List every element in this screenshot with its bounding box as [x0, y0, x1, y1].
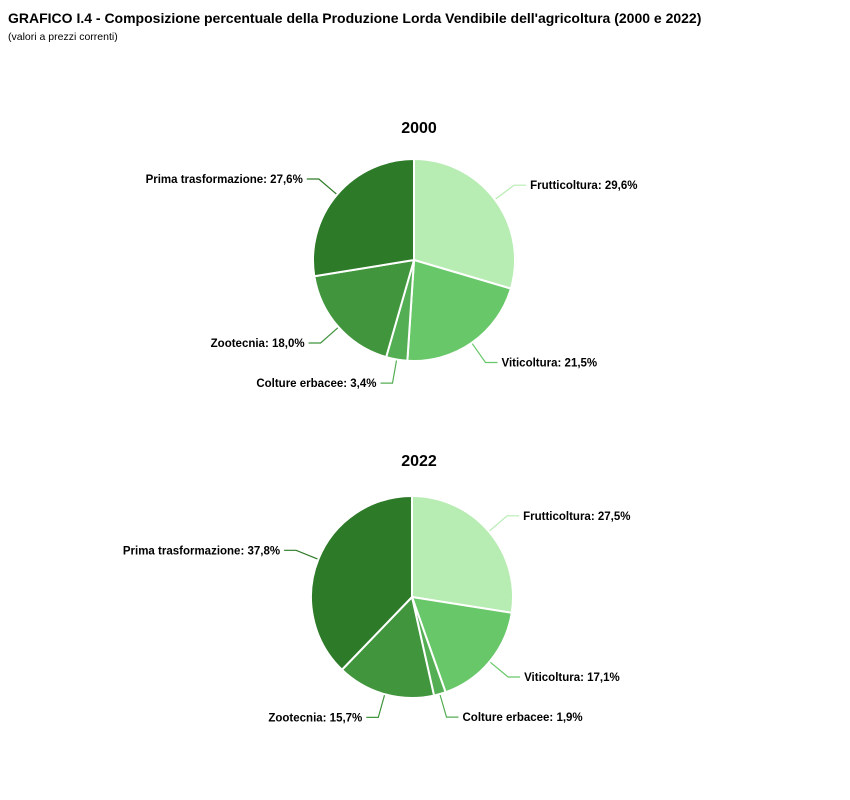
leader-line-colture-erbacee: [380, 360, 398, 384]
pie-slice-viticoltura: [411, 596, 513, 694]
pie-slice-prima-trasformazione: [312, 158, 415, 278]
pie-slice-zootecnia: [340, 596, 436, 699]
chart-subtitle: (valori a prezzi correnti): [8, 31, 118, 43]
pie-label-zootecnia: Zootecnia: 15,7%: [268, 712, 362, 724]
pie-title-2022: 2022: [401, 453, 437, 470]
leader-line-viticoltura: [471, 343, 498, 364]
pie-slice-viticoltura: [406, 259, 512, 362]
pie-label-frutticoltura: Frutticoltura: 29,6%: [530, 180, 637, 192]
pie-slice-frutticoltura: [411, 495, 515, 614]
leader-line-zootecnia: [366, 695, 386, 718]
pie-label-colture-erbacee: Colture erbacee: 1,9%: [463, 712, 583, 724]
pie-slice-zootecnia: [313, 259, 415, 359]
pie-label-colture-erbacee: Colture erbacee: 3,4%: [256, 378, 376, 390]
pie-chart-2000: Frutticoltura: 29,6% Viticoltura: 21,5% Co…: [146, 158, 637, 390]
pie-title-2000: 2000: [401, 120, 437, 137]
pie-label-viticoltura: Viticoltura: 17,1%: [524, 672, 620, 684]
pie-chart-2022: Frutticoltura: 27,5% Viticoltura: 17,1% Co…: [123, 495, 630, 724]
pie-label-viticoltura: Viticoltura: 21,5%: [502, 358, 598, 370]
leader-line-prima-trasformazione: [306, 178, 337, 195]
chart-header: GRAFICO I.4 - Composizione percentuale d…: [8, 9, 842, 43]
pie-slice-prima-trasformazione: [310, 495, 413, 671]
pie-slice-frutticoltura: [413, 158, 516, 290]
chart-main-title: GRAFICO I.4 - Composizione percentuale d…: [8, 10, 702, 26]
leader-line-viticoltura: [490, 661, 521, 678]
leader-line-zootecnia: [308, 327, 339, 344]
leader-line-frutticoltura: [495, 184, 527, 200]
leader-line-frutticoltura: [489, 515, 520, 532]
leader-line-prima-trasformazione: [284, 549, 318, 560]
pie-label-frutticoltura: Frutticoltura: 27,5%: [523, 511, 630, 523]
leader-line-colture-erbacee: [439, 694, 459, 718]
pie-label-zootecnia: Zootecnia: 18,0%: [211, 338, 305, 350]
pie-label-prima-trasformazione: Prima trasformazione: 37,8%: [123, 545, 280, 557]
pie-label-prima-trasformazione: Prima trasformazione: 27,6%: [146, 174, 303, 186]
